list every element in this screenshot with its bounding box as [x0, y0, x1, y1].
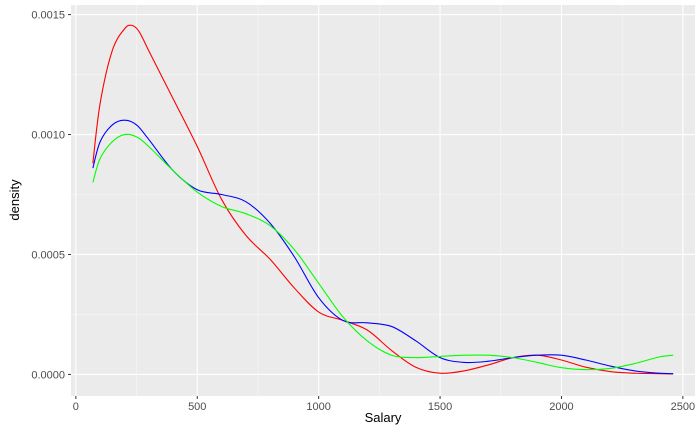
x-tick-label: 500 — [188, 401, 206, 413]
y-tick-label: 0.0010 — [31, 130, 65, 142]
y-tick-label: 0.0015 — [31, 10, 65, 22]
x-tick-label: 2000 — [549, 401, 573, 413]
x-tick-label: 2500 — [671, 401, 695, 413]
minor-gridlines — [71, 5, 695, 396]
x-axis: 0 500 1000 1500 2000 2500 — [73, 396, 695, 413]
y-tick-label: 0.0005 — [31, 249, 65, 261]
density-line-green — [92, 133, 674, 371]
x-axis-title: Salary — [365, 410, 402, 425]
panel-background — [71, 5, 695, 396]
major-gridlines — [71, 5, 695, 396]
y-axis: 0.0000 0.0005 0.0010 0.0015 — [31, 10, 71, 381]
y-axis-title: density — [7, 179, 22, 221]
density-line-blue — [92, 119, 674, 375]
x-tick-label: 1000 — [306, 401, 330, 413]
density-lines — [92, 24, 674, 375]
x-tick-label: 0 — [73, 401, 79, 413]
y-tick-label: 0.0000 — [31, 369, 65, 381]
x-tick-label: 1500 — [428, 401, 452, 413]
